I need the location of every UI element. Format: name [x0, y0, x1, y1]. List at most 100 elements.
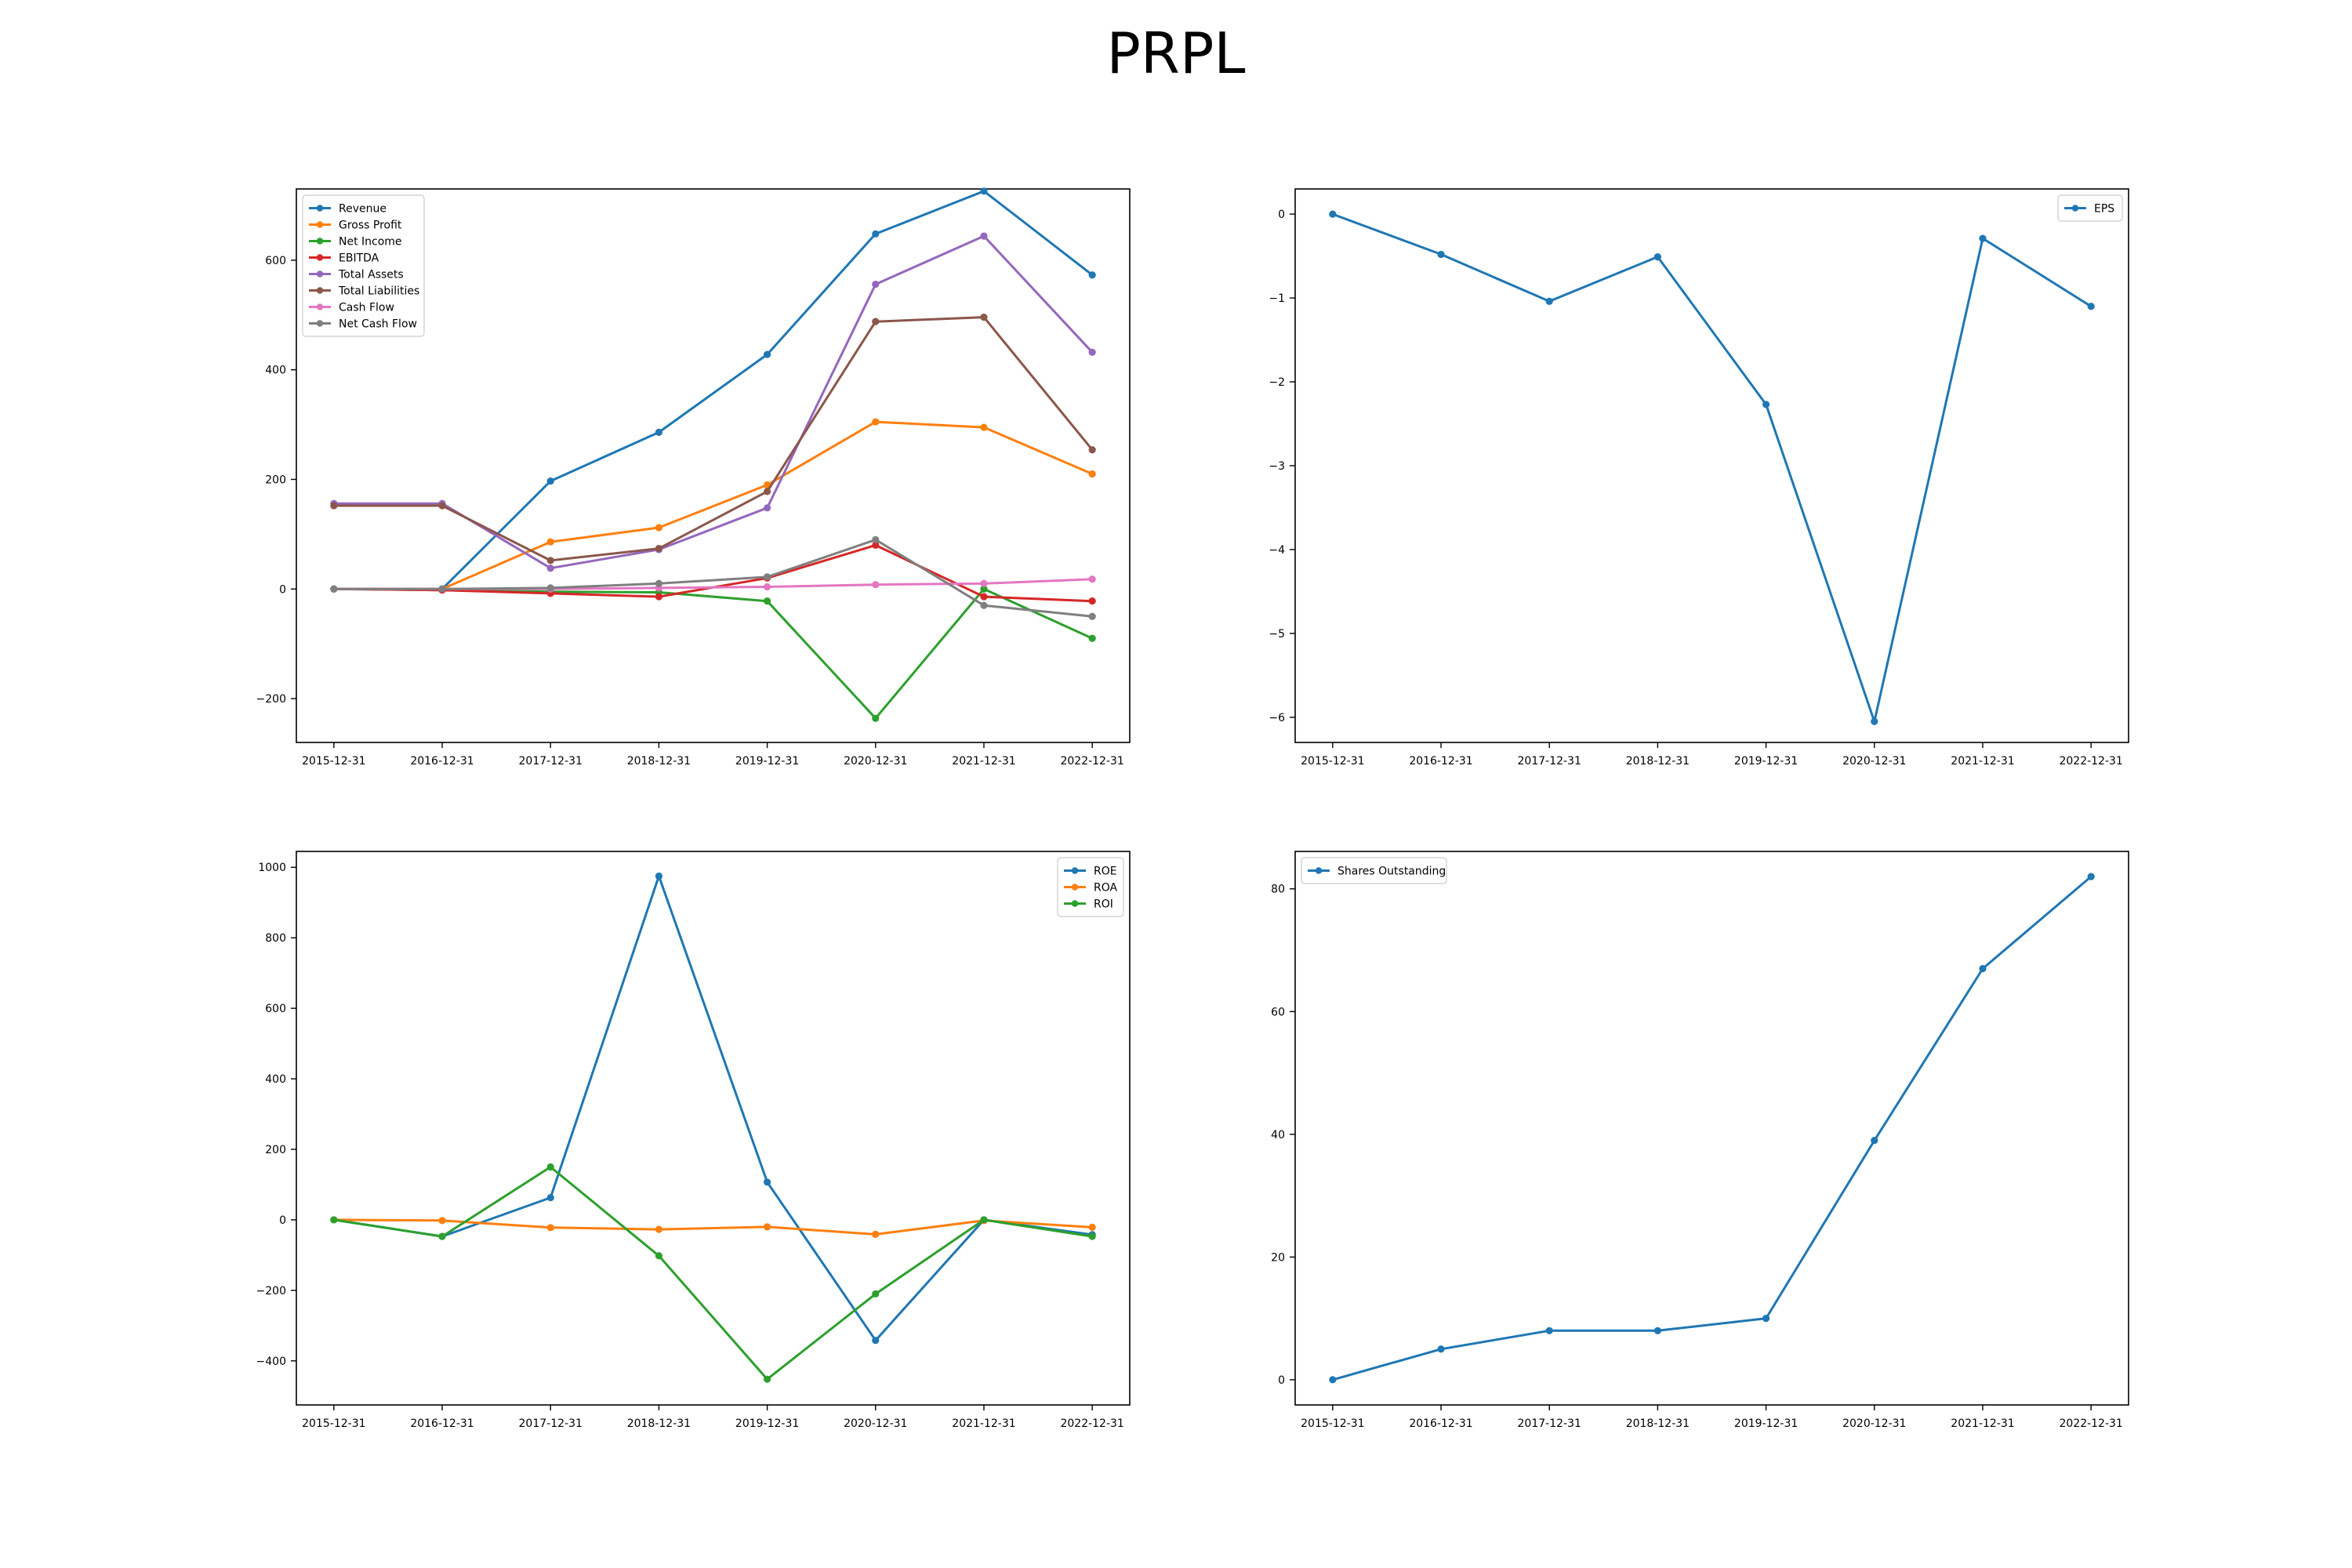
- series-line: [333, 875, 1093, 1342]
- data-point: [1088, 1223, 1096, 1231]
- y-tick-label: 0: [1278, 209, 1285, 221]
- y-tick-label: 0: [279, 1214, 286, 1227]
- series-line: [333, 1218, 1093, 1236]
- legend: Shares Outstanding: [1301, 857, 1447, 884]
- data-point: [1871, 717, 1878, 725]
- x-tick-label: 2021-12-31: [1951, 755, 2014, 768]
- legend-swatch-marker: [1071, 884, 1079, 891]
- y-tick-label: 20: [1271, 1251, 1285, 1264]
- x-tick-label: 2018-12-31: [1626, 1417, 1690, 1430]
- data-point: [872, 1290, 880, 1298]
- legend-label: Shares Outstanding: [1338, 866, 1446, 878]
- data-point: [1762, 401, 1770, 408]
- x-tick-label: 2015-12-31: [302, 1417, 365, 1430]
- legend-swatch-marker: [1071, 900, 1079, 907]
- data-point: [1088, 470, 1096, 478]
- data-point: [1088, 575, 1096, 583]
- data-point: [763, 583, 771, 591]
- legend-swatch-marker: [316, 303, 324, 310]
- legend-label: Total Assets: [338, 269, 404, 281]
- x-tick-label: 2022-12-31: [2059, 755, 2122, 768]
- data-point: [1871, 1137, 1878, 1145]
- plot-frame: [296, 188, 1131, 743]
- series-line: [1332, 212, 2092, 723]
- data-point: [2087, 873, 2095, 880]
- data-point: [980, 423, 988, 431]
- legend-frame: [1301, 857, 1447, 884]
- legend-frame: [302, 194, 425, 337]
- series-line: [333, 420, 1093, 590]
- series-roe: [330, 872, 1096, 1345]
- plot-frame: [296, 851, 1131, 1406]
- figure-title: PRPL: [1106, 20, 1246, 86]
- x-tick-label: 2015-12-31: [1301, 1417, 1364, 1430]
- series-eps: [1329, 210, 2095, 725]
- data-point: [763, 1375, 771, 1383]
- data-point: [655, 544, 663, 553]
- series-line: [333, 234, 1094, 570]
- data-point: [655, 1252, 663, 1260]
- y-tick-label: 800: [265, 932, 286, 945]
- data-point: [763, 597, 771, 605]
- data-point: [1088, 348, 1096, 356]
- x-tick-label: 2020-12-31: [844, 755, 907, 768]
- data-point: [980, 232, 988, 240]
- x-tick-label: 2020-12-31: [844, 1417, 907, 1430]
- data-point: [546, 477, 554, 485]
- series-line: [333, 190, 1094, 590]
- data-point: [438, 585, 446, 593]
- data-point: [980, 585, 988, 593]
- y-tick-label: −200: [256, 1285, 286, 1298]
- data-point: [763, 573, 771, 581]
- data-point: [546, 1224, 554, 1232]
- data-point: [1653, 1327, 1662, 1334]
- x-tick-label: 2017-12-31: [1518, 1417, 1581, 1430]
- data-point: [330, 502, 338, 510]
- legend-swatch-marker: [316, 320, 324, 327]
- legend-label: Revenue: [339, 203, 387, 216]
- series-line: [333, 316, 1094, 562]
- data-point: [872, 714, 880, 722]
- data-point: [438, 502, 446, 510]
- y-tick-label: −5: [1269, 628, 1285, 641]
- data-point: [655, 579, 663, 587]
- y-tick-label: 200: [265, 474, 286, 486]
- y-tick-label: −3: [1269, 460, 1285, 473]
- data-point: [1088, 612, 1096, 620]
- data-point: [655, 593, 663, 601]
- data-point: [980, 593, 988, 601]
- data-point: [872, 535, 880, 543]
- chart-panel-returns: 2015-12-31 2016-12-31 2017-12-31 2018-12-31…: [256, 851, 1131, 1430]
- y-tick-label: 600: [265, 255, 286, 267]
- data-point: [1979, 234, 1987, 242]
- y-tick-label: 600: [265, 1003, 286, 1015]
- series-total-liabilities: [330, 313, 1096, 564]
- y-tick-label: −200: [256, 693, 286, 706]
- data-point: [872, 230, 880, 238]
- data-point: [980, 187, 988, 195]
- x-tick-label: 2019-12-31: [1734, 755, 1798, 768]
- x-tick-label: 2017-12-31: [1518, 755, 1581, 768]
- x-tick-label: 2019-12-31: [735, 755, 799, 768]
- data-point: [872, 541, 880, 549]
- legend-swatch-marker: [316, 205, 324, 212]
- x-tick-label: 2022-12-31: [2059, 1417, 2122, 1430]
- data-point: [980, 1216, 988, 1224]
- data-point: [546, 1193, 554, 1202]
- legend: Revenue Gross Profit Net Income EBITDA Total…: [302, 194, 425, 337]
- series-ebitda: [330, 541, 1096, 605]
- x-tick-label: 2020-12-31: [1842, 1417, 1906, 1430]
- data-point: [980, 579, 988, 587]
- legend-swatch-marker: [1071, 867, 1079, 874]
- plot-frame: [1294, 851, 2129, 1406]
- x-tick-label: 2019-12-31: [735, 1417, 799, 1430]
- data-point: [1329, 210, 1337, 218]
- legend-label: Net Cash Flow: [339, 318, 417, 331]
- y-tick-label: 60: [1271, 1006, 1285, 1018]
- data-point: [763, 1223, 771, 1231]
- data-point: [1088, 271, 1096, 279]
- legend-swatch-marker: [316, 287, 324, 294]
- y-tick-label: 40: [1271, 1129, 1285, 1142]
- x-tick-label: 2021-12-31: [952, 755, 1015, 768]
